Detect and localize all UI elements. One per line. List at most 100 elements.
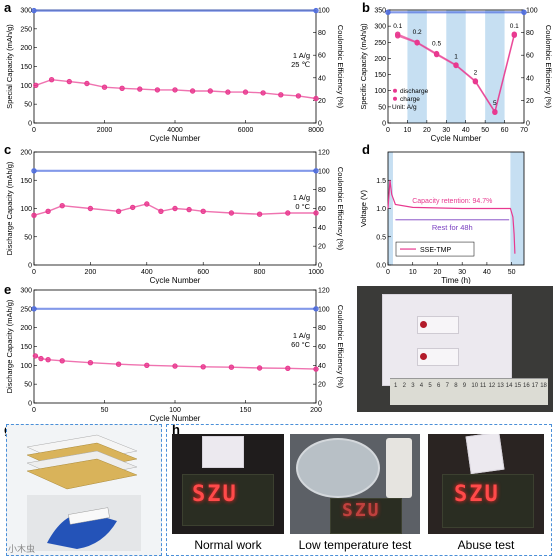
led-text: SZU (192, 482, 238, 507)
shaded-band (510, 152, 524, 265)
x-tick-label: 150 (240, 407, 252, 414)
x-axis-label: Cycle Number (150, 134, 201, 142)
y-tick-label: 200 (20, 325, 32, 332)
y2-tick-label: 40 (318, 225, 326, 232)
ruler-number: 16 (523, 383, 530, 389)
led-board (330, 498, 402, 534)
caption-normal-work: Normal work (194, 538, 262, 552)
ruler: 1 2 3 4 5 6 7 8 9 10 11 12 13 14 15 16 17 18 (390, 378, 548, 405)
panel-label-e: e (4, 282, 12, 297)
x-tick-label: 10 (404, 127, 412, 134)
thermometer (386, 438, 412, 498)
x-tick-label: 200 (85, 269, 97, 276)
ruler-number: 3 (411, 383, 415, 389)
x-tick-label: 10 (409, 269, 417, 276)
y-tick-label: 300 (20, 288, 32, 295)
x-axis-label: Time (h) (441, 276, 471, 284)
x-tick-label: 4000 (167, 127, 183, 134)
y-tick-label: 0 (28, 263, 32, 270)
legend-label: Unit: A/g (392, 104, 417, 111)
panel-label-a: a (4, 0, 12, 15)
y-tick-label: 100 (374, 88, 386, 95)
low-temperature-test-photo: SZU (290, 434, 420, 534)
y2-tick-label: 100 (526, 8, 538, 15)
x-tick-label: 100 (169, 407, 181, 414)
annotation: 25 ℃ (291, 60, 310, 69)
y-tick-label: 100 (20, 83, 32, 90)
y2-tick-label: 120 (318, 288, 330, 295)
panel-label-d: d (362, 142, 370, 157)
x-tick-label: 200 (310, 407, 322, 414)
y2-tick-label: 20 (318, 244, 326, 251)
ruler-number: 1 (394, 383, 398, 389)
photo-h-frame (166, 424, 552, 556)
legend-label: SSE-TMP (420, 247, 451, 254)
y-axis-label: Discharge Capacity (mAh/g) (5, 161, 14, 255)
x-tick-label: 0 (32, 127, 36, 134)
rate-label: 0.5 (432, 41, 441, 48)
y-tick-label: 0 (28, 401, 32, 408)
annotation: Rest for 48h (432, 223, 473, 232)
y2-tick-label: 80 (526, 30, 534, 37)
shaded-band (407, 10, 427, 123)
panel-label-h: h (172, 422, 180, 437)
ruler-number: 17 (531, 383, 539, 389)
series-line (397, 35, 515, 115)
y2-tick-label: 80 (318, 187, 326, 194)
x-axis-label: Cycle Number (150, 414, 201, 422)
legend-marker (393, 88, 397, 93)
y-tick-label: 0 (382, 121, 386, 128)
ruler-number: 9 (462, 383, 467, 389)
y2-tick-label: 60 (526, 53, 534, 60)
y-axis-label: Special Capacity (mAh/g) (5, 24, 14, 109)
series-line (33, 203, 316, 216)
ruler-number: 11 (480, 383, 487, 389)
university-seal-icon (420, 353, 427, 360)
y-tick-label: 150 (20, 178, 32, 185)
legend-box (395, 241, 475, 257)
y2-tick-label: 20 (318, 382, 326, 389)
flexible-cell-photo (6, 424, 162, 556)
y2-tick-label: 60 (318, 344, 326, 351)
y-tick-label: 0.5 (376, 234, 386, 241)
y2-tick-label: 80 (318, 325, 326, 332)
annotation: 1 A/g (293, 51, 310, 60)
ruler-number: 10 (471, 383, 479, 389)
caption-low-temperature-test: Low temperature test (298, 538, 412, 552)
y2-tick-label: 40 (526, 75, 534, 82)
x-tick-label: 20 (434, 269, 442, 276)
chart-b: 0 10 20 30 40 50 60 700501001502002503003500204… (359, 8, 553, 143)
y-tick-label: 1.5 (376, 178, 386, 185)
x-tick-label: 6000 (238, 127, 254, 134)
ruler-number: 4 (419, 383, 424, 389)
ruler-number: 8 (454, 383, 458, 389)
panel-label-c: c (4, 142, 12, 157)
y2-tick-label: 20 (526, 98, 534, 105)
pouch-bag (465, 434, 505, 475)
y-tick-label: 250 (20, 306, 32, 313)
y2-tick-label: 20 (318, 98, 326, 105)
x-tick-label: 30 (458, 269, 466, 276)
y-axis-label: Voltage (V) (359, 189, 368, 227)
led-text: SZU (342, 500, 381, 521)
x-tick-label: 0 (32, 269, 36, 276)
x-tick-label: 40 (483, 269, 491, 276)
pouch-bag (382, 294, 512, 386)
x-axis-label: Cycle Number (431, 134, 482, 142)
y2-tick-label: 0 (318, 263, 322, 270)
y2-tick-label: 40 (318, 363, 326, 370)
annotation: Capacity retention: 94.7% (412, 198, 492, 205)
x-tick-label: 0 (32, 407, 36, 414)
y-tick-label: 350 (374, 8, 386, 15)
cell-stack-illustration (26, 434, 141, 551)
y-tick-label: 300 (374, 24, 386, 31)
y-tick-label: 50 (378, 104, 386, 111)
y2-tick-label: 0 (318, 401, 322, 408)
ruler-number: 2 (402, 383, 406, 389)
caption-abuse-test: Abuse test (457, 538, 515, 552)
x-tick-label: 70 (520, 127, 528, 134)
x-tick-label: 2000 (97, 127, 113, 134)
x-tick-label: 30 (442, 127, 450, 134)
ruler-number: 7 (445, 383, 449, 389)
legend-marker (393, 96, 397, 101)
